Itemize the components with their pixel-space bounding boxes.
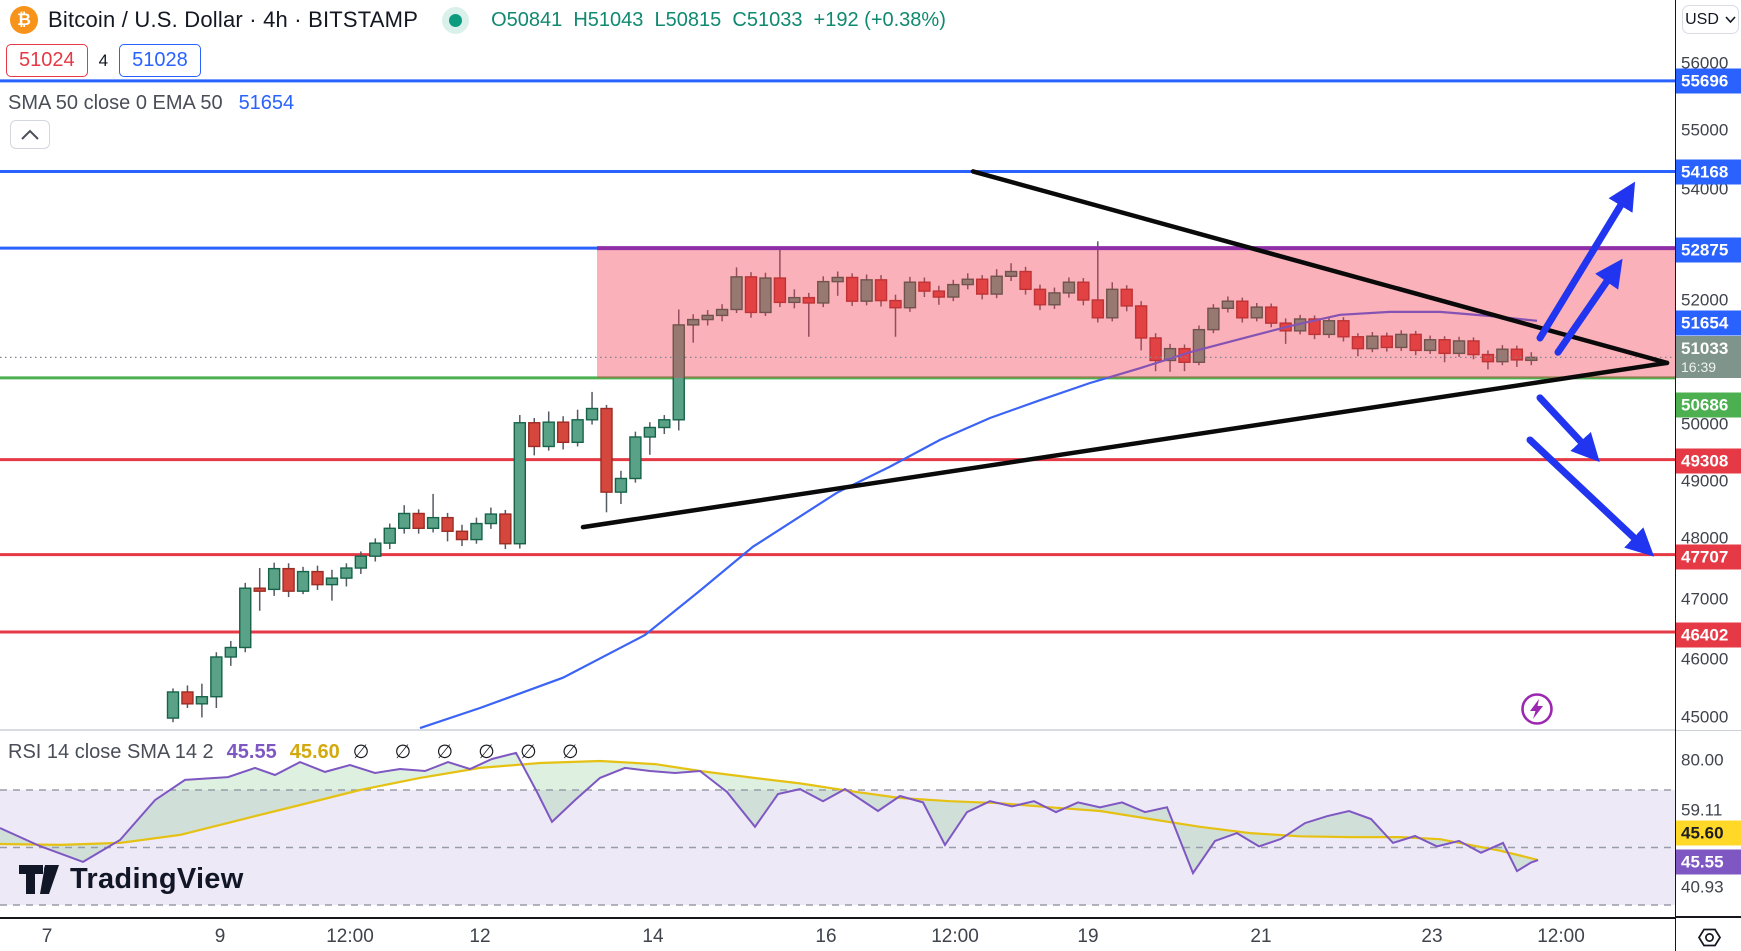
price-label-80.00: 80.00 (1681, 750, 1724, 770)
price-label-55000: 55000 (1681, 120, 1729, 140)
price-axis[interactable]: USD 56000 55696 55000 54000 54168 52875 52000 5… (1675, 0, 1741, 951)
bitcoin-icon: ₿ (10, 6, 38, 34)
ma-legend-text: SMA 50 close 0 EMA 50 (8, 92, 223, 114)
time-label: 21 (1250, 926, 1272, 947)
price-label-45.60: 45.60 (1676, 820, 1741, 846)
price-label-55696: 55696 (1676, 68, 1741, 94)
axis-settings-icon[interactable] (1696, 925, 1723, 951)
ema-value: 51654 (238, 92, 295, 114)
time-axis[interactable]: 7 9 12:00 12 14 16 12:00 19 21 23 12:00 (0, 917, 1675, 951)
main-chart-canvas[interactable] (0, 0, 1675, 917)
price-label-45000: 45000 (1681, 707, 1729, 727)
collapse-legend-button[interactable] (10, 120, 50, 149)
tradingview-logo-icon (19, 865, 59, 894)
price-label-46402: 46402 (1676, 622, 1741, 648)
chevron-down-icon (1725, 16, 1736, 23)
price-label-51033: 51033 16:39 (1676, 336, 1741, 378)
time-label: 16 (815, 926, 837, 947)
spread-value: 4 (98, 50, 109, 70)
rsi-value: 45.55 (226, 741, 277, 763)
rsi-indicator-legend[interactable]: RSI 14 close SMA 14 2 45.55 45.60 ∅ ∅ ∅ … (8, 741, 589, 764)
chart-header: ₿ Bitcoin / U.S. Dollar · 4h · BITSTAMP … (10, 2, 946, 38)
price-label-40.93: 40.93 (1681, 877, 1724, 897)
chevron-up-icon (21, 129, 39, 140)
time-label: 23 (1421, 926, 1443, 947)
bid-price-button[interactable]: 51024 (6, 44, 88, 77)
currency-label: USD (1685, 10, 1719, 28)
time-label: 12:00 (931, 926, 979, 947)
price-label-50686: 50686 (1676, 392, 1741, 418)
price-label-50000: 50000 (1681, 414, 1729, 434)
symbol-title[interactable]: Bitcoin / U.S. Dollar · 4h · BITSTAMP (48, 7, 419, 32)
time-label: 12:00 (1537, 926, 1585, 947)
time-label: 9 (214, 926, 226, 947)
time-label: 14 (642, 926, 664, 947)
market-status-badge[interactable] (442, 6, 470, 34)
pane-separator (1676, 730, 1741, 731)
axis-separator (1676, 916, 1741, 918)
price-label-45.55: 45.55 (1676, 849, 1741, 875)
price-label-51654: 51654 (1676, 310, 1741, 336)
price-label-52875: 52875 (1676, 237, 1741, 263)
rsi-sma-value: 45.60 (289, 741, 340, 763)
price-label-59.11: 59.11 (1681, 800, 1723, 820)
time-label: 12:00 (326, 926, 374, 947)
flash-trade-icon[interactable] (1520, 692, 1554, 731)
price-label-46000: 46000 (1681, 649, 1729, 669)
time-label: 12 (469, 926, 491, 947)
time-label: 19 (1077, 926, 1099, 947)
tradingview-wordmark: TradingView (70, 862, 244, 895)
price-label-47707: 47707 (1676, 544, 1741, 570)
price-label-48000: 48000 (1681, 528, 1729, 548)
bar-countdown: 16:39 (1681, 359, 1717, 375)
time-label: 7 (41, 926, 53, 947)
price-label-49000: 49000 (1681, 471, 1729, 491)
price-label-52000: 52000 (1681, 290, 1729, 310)
ask-price-button[interactable]: 51028 (119, 44, 201, 77)
bid-ask-row: 51024 4 51028 (6, 44, 201, 77)
rsi-legend-text: RSI 14 close SMA 14 2 (8, 741, 214, 763)
price-label-49308: 49308 (1676, 448, 1741, 474)
price-label-47000: 47000 (1681, 589, 1729, 609)
price-label-54000: 54000 (1681, 179, 1729, 199)
market-open-dot (449, 13, 463, 27)
ma-indicator-legend[interactable]: SMA 50 close 0 EMA 50 51654 (8, 92, 294, 115)
ohlc-readout: O50841 H51043 L50815 C51033 +192 (+0.38%… (491, 8, 946, 31)
price-label-54168: 54168 (1676, 159, 1741, 185)
rsi-empty-values: ∅ ∅ ∅ ∅ ∅ ∅ (352, 742, 589, 763)
tradingview-watermark[interactable]: TradingView (18, 861, 244, 897)
current-price: 51033 (1681, 339, 1729, 358)
currency-selector[interactable]: USD (1682, 5, 1739, 34)
price-label-56000: 56000 (1681, 53, 1729, 73)
